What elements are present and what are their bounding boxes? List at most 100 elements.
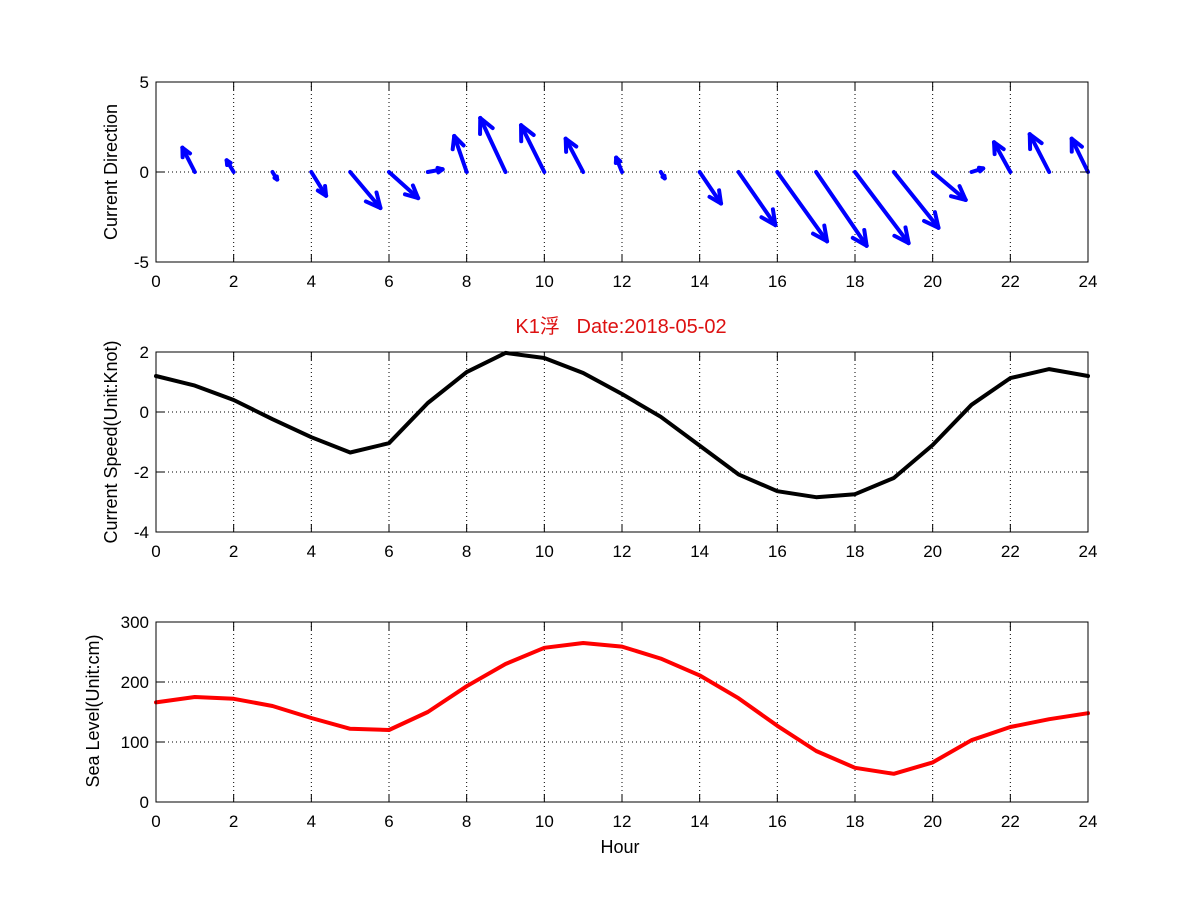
sea-level-xtick-label-6: 6 — [384, 812, 393, 831]
sea-level-ylabel: Sea Level(Unit:cm) — [83, 634, 103, 787]
current-direction-xtick-label-22: 22 — [1001, 272, 1020, 291]
sea-level-xlabel: Hour — [600, 837, 639, 857]
sea-level-line — [154, 641, 1090, 776]
current-direction-ytick-label--5: -5 — [134, 253, 149, 272]
current-direction-vector-head-17-1 — [850, 235, 869, 248]
sea-level-grid — [156, 622, 1088, 802]
current-direction-vector-head-24-1 — [1069, 136, 1084, 149]
current-direction-vector-11 — [563, 136, 586, 174]
current-speed-xtick-label-10: 10 — [535, 542, 554, 561]
current-direction-vector-5 — [348, 170, 383, 210]
current-direction-xtick-label-8: 8 — [462, 272, 471, 291]
current-direction-xtick-label-2: 2 — [229, 272, 238, 291]
sea-level-xtick-label-22: 22 — [1001, 812, 1020, 831]
current-direction-vector-24 — [1069, 136, 1090, 174]
current-speed-xtick-label-8: 8 — [462, 542, 471, 561]
current-direction-vector-4 — [309, 170, 329, 198]
current-direction-vector-shaft-16 — [775, 170, 830, 244]
current-direction-vector-head-20-1 — [949, 194, 968, 202]
current-speed-ytick-label-2: 2 — [140, 343, 149, 362]
sea-level-xtick-label-2: 2 — [229, 812, 238, 831]
current-direction-vector-shaft-6 — [387, 170, 421, 201]
current-direction-vector-shaft-5 — [348, 170, 383, 210]
current-direction-xtick-label-0: 0 — [151, 272, 160, 291]
sea-level-ytick-label-300: 300 — [121, 613, 149, 632]
sea-level-ytick-label-100: 100 — [121, 733, 149, 752]
current-speed-ylabel: Current Speed(Unit:Knot) — [101, 340, 121, 543]
current-speed-xtick-label-18: 18 — [846, 542, 865, 561]
current-direction-vector-13 — [658, 170, 667, 181]
current-direction-vector-head-8-1 — [452, 134, 466, 148]
current-direction-vector-10 — [519, 123, 547, 174]
current-direction-vector-7 — [425, 165, 445, 175]
current-direction-vector-shaft-23 — [1027, 132, 1052, 174]
sea-level-series — [154, 641, 1090, 776]
current-direction-vector-head-16-1 — [810, 231, 830, 244]
sea-level-xtick-label-18: 18 — [846, 812, 865, 831]
current-speed-ytick-label--2: -2 — [134, 463, 149, 482]
current-speed-grid — [156, 352, 1088, 532]
current-direction-vector-head-21-1 — [978, 166, 986, 174]
current-direction-xtick-label-20: 20 — [923, 272, 942, 291]
current-direction-vector-17 — [814, 170, 869, 248]
current-direction-vector-head-18-0 — [903, 225, 911, 246]
current-direction-vector-head-17-0 — [862, 227, 869, 248]
current-speed-xtick-label-20: 20 — [923, 542, 942, 561]
current-speed-panel: K1浮 Date:2018-05-02 0 2 4 6 8 10 12 14 16 18 20 22 2… — [101, 315, 1097, 561]
current-direction-vector-21 — [969, 165, 986, 174]
current-direction-vector-20 — [930, 170, 968, 202]
current-direction-vector-22 — [992, 140, 1013, 174]
current-direction-vector-shaft-17 — [814, 170, 869, 248]
current-direction-vector-3 — [270, 170, 280, 182]
current-speed-xtick-label-6: 6 — [384, 542, 393, 561]
current-direction-vector-shaft-20 — [930, 170, 968, 202]
current-direction-vector-head-2-1 — [224, 158, 233, 165]
current-direction-xtick-label-12: 12 — [613, 272, 632, 291]
current-direction-vector-head-14-1 — [707, 194, 724, 206]
current-direction-vector-shaft-14 — [697, 170, 724, 206]
current-direction-vector-18 — [853, 170, 911, 246]
current-direction-ytick-label-5: 5 — [140, 73, 149, 92]
current-direction-vector-head-10-1 — [519, 123, 536, 137]
current-direction-vector-head-5-0 — [374, 190, 383, 210]
current-speed-line — [154, 350, 1090, 500]
current-direction-vector-19 — [891, 170, 941, 230]
current-speed-xtick-label-2: 2 — [229, 542, 238, 561]
current-speed-ticks: 0 2 4 6 8 10 12 14 16 18 20 22 24-4-202 — [134, 343, 1098, 561]
current-direction-vectors — [180, 116, 1090, 248]
current-speed-ytick-label-0: 0 — [140, 403, 149, 422]
current-speed-xtick-label-4: 4 — [307, 542, 316, 561]
current-direction-vector-2 — [224, 158, 236, 174]
sea-level-xtick-label-10: 10 — [535, 812, 554, 831]
current-direction-vector-shaft-15 — [736, 170, 778, 228]
current-direction-vector-head-19-0 — [932, 210, 941, 230]
current-direction-vector-head-9-1 — [478, 116, 495, 131]
current-direction-xtick-label-24: 24 — [1079, 272, 1098, 291]
current-direction-xtick-label-16: 16 — [768, 272, 787, 291]
current-direction-vector-shaft-9 — [478, 116, 508, 174]
current-speed-xtick-label-12: 12 — [613, 542, 632, 561]
current-direction-vector-head-1-1 — [180, 145, 193, 156]
current-direction-vector-23 — [1027, 132, 1052, 174]
sea-level-xtick-label-12: 12 — [613, 812, 632, 831]
current-direction-vector-head-13-1 — [660, 174, 667, 181]
current-direction-vector-head-18-1 — [892, 233, 911, 246]
current-direction-vector-head-19-1 — [922, 218, 941, 230]
sea-level-xtick-label-8: 8 — [462, 812, 471, 831]
sea-level-xtick-label-20: 20 — [923, 812, 942, 831]
current-direction-vector-1 — [180, 145, 197, 174]
current-direction-xtick-label-18: 18 — [846, 272, 865, 291]
current-direction-vector-shaft-19 — [891, 170, 941, 230]
current-direction-vector-head-7-1 — [436, 167, 445, 175]
sea-level-xtick-label-0: 0 — [151, 812, 160, 831]
current-direction-vector-14 — [697, 170, 724, 206]
current-direction-vector-shaft-22 — [992, 140, 1013, 174]
current-direction-panel: 0 2 4 6 8 10 12 14 16 18 20 22 24-505 Current Direct… — [101, 73, 1097, 291]
current-speed-xtick-label-22: 22 — [1001, 542, 1020, 561]
sea-level-xtick-label-24: 24 — [1079, 812, 1098, 831]
current-direction-vector-9 — [478, 116, 508, 174]
current-direction-vector-head-3-1 — [272, 175, 280, 182]
current-direction-vector-8 — [450, 134, 469, 174]
